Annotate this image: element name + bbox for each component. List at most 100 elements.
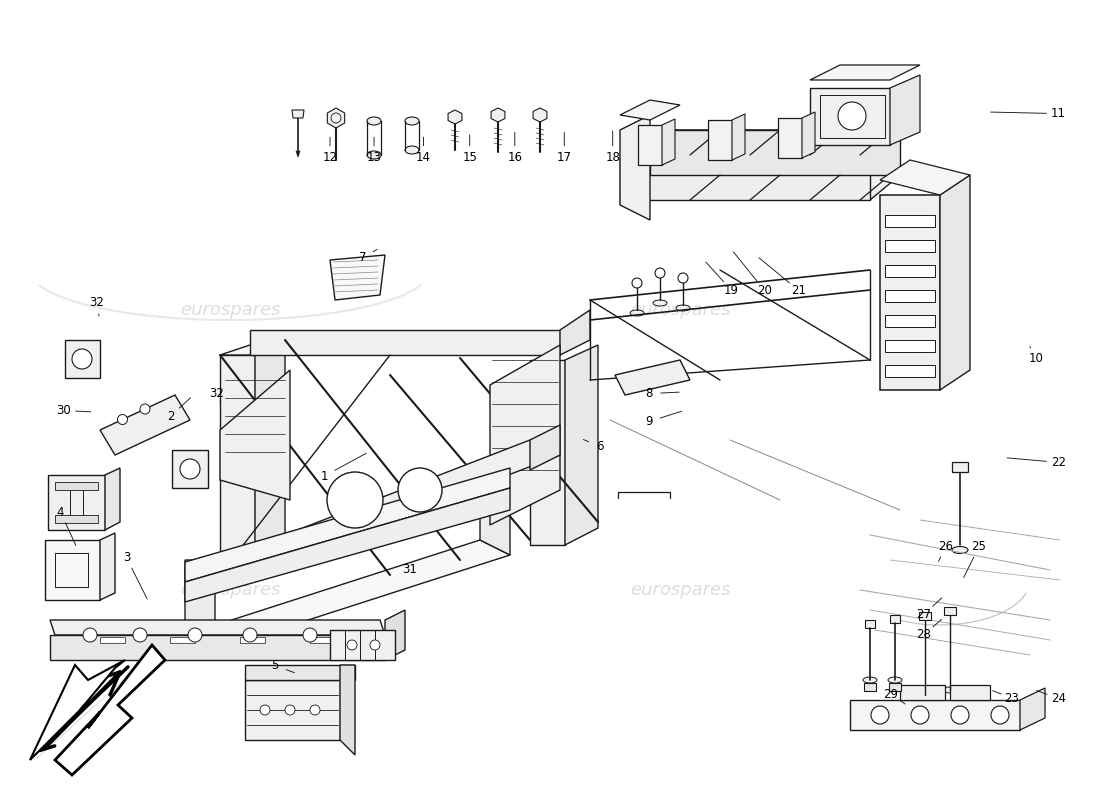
Circle shape <box>180 459 200 479</box>
Text: 18: 18 <box>605 151 620 164</box>
Polygon shape <box>890 75 920 145</box>
Text: 3: 3 <box>123 551 130 564</box>
Circle shape <box>260 705 270 715</box>
Polygon shape <box>950 685 990 700</box>
Text: 24: 24 <box>1050 692 1066 705</box>
Polygon shape <box>918 612 931 620</box>
Polygon shape <box>620 100 680 120</box>
Ellipse shape <box>630 310 644 316</box>
Circle shape <box>118 414 128 425</box>
Text: 21: 21 <box>791 284 806 297</box>
Text: 15: 15 <box>462 151 477 164</box>
Ellipse shape <box>367 151 381 159</box>
Polygon shape <box>886 240 935 252</box>
Text: 2: 2 <box>167 410 174 422</box>
Ellipse shape <box>653 300 667 306</box>
Circle shape <box>140 404 150 414</box>
Ellipse shape <box>888 677 902 683</box>
Polygon shape <box>810 65 920 80</box>
Ellipse shape <box>676 305 690 311</box>
Polygon shape <box>330 255 385 300</box>
Circle shape <box>370 640 379 650</box>
Polygon shape <box>802 112 815 158</box>
Ellipse shape <box>405 146 419 154</box>
Text: eurospares: eurospares <box>179 581 280 599</box>
Polygon shape <box>620 115 650 220</box>
Polygon shape <box>100 533 116 600</box>
Polygon shape <box>886 315 935 327</box>
Text: 30: 30 <box>56 404 72 417</box>
Polygon shape <box>650 130 900 175</box>
Polygon shape <box>890 615 900 623</box>
Polygon shape <box>214 465 510 575</box>
Circle shape <box>346 640 358 650</box>
Polygon shape <box>886 340 935 352</box>
Polygon shape <box>620 130 900 155</box>
Circle shape <box>302 628 317 642</box>
Circle shape <box>398 468 442 512</box>
Text: 20: 20 <box>757 284 772 297</box>
Polygon shape <box>385 610 405 660</box>
Polygon shape <box>220 440 560 575</box>
Text: 5: 5 <box>272 659 278 672</box>
Polygon shape <box>952 462 968 472</box>
Polygon shape <box>940 175 970 390</box>
Text: 17: 17 <box>557 151 572 164</box>
Polygon shape <box>50 635 385 660</box>
Text: 13: 13 <box>366 151 382 164</box>
Text: 12: 12 <box>322 151 338 164</box>
Polygon shape <box>185 468 510 582</box>
Ellipse shape <box>918 692 932 698</box>
Polygon shape <box>865 620 874 628</box>
Polygon shape <box>245 665 355 680</box>
Polygon shape <box>880 160 970 195</box>
Circle shape <box>82 628 97 642</box>
Polygon shape <box>534 108 547 122</box>
Polygon shape <box>615 360 690 395</box>
Circle shape <box>838 102 866 130</box>
Text: 27: 27 <box>916 608 932 621</box>
Polygon shape <box>708 120 732 160</box>
Text: eurospares: eurospares <box>629 581 730 599</box>
Circle shape <box>285 705 295 715</box>
Polygon shape <box>448 110 462 124</box>
Polygon shape <box>565 345 598 545</box>
Text: 31: 31 <box>402 563 417 576</box>
Text: 19: 19 <box>724 284 739 297</box>
Polygon shape <box>185 488 510 602</box>
Text: 10: 10 <box>1028 352 1044 365</box>
Polygon shape <box>530 425 560 470</box>
Circle shape <box>678 273 688 283</box>
Polygon shape <box>850 700 1020 730</box>
Text: 8: 8 <box>646 387 652 400</box>
Text: 4: 4 <box>57 506 64 518</box>
Circle shape <box>871 706 889 724</box>
Text: eurospares: eurospares <box>629 301 730 319</box>
Polygon shape <box>104 468 120 530</box>
Polygon shape <box>886 265 935 277</box>
Polygon shape <box>886 365 935 377</box>
Circle shape <box>188 628 202 642</box>
Text: 29: 29 <box>883 688 899 701</box>
Text: 6: 6 <box>596 440 603 453</box>
Polygon shape <box>100 637 125 643</box>
Text: 32: 32 <box>89 296 104 309</box>
Polygon shape <box>530 360 565 545</box>
Polygon shape <box>340 665 355 755</box>
Polygon shape <box>172 450 208 488</box>
Text: 16: 16 <box>507 151 522 164</box>
Polygon shape <box>886 215 935 227</box>
Polygon shape <box>810 88 890 145</box>
Polygon shape <box>889 683 901 691</box>
Polygon shape <box>732 114 745 160</box>
Polygon shape <box>240 637 265 643</box>
Polygon shape <box>944 607 956 615</box>
Text: 28: 28 <box>916 628 932 641</box>
Polygon shape <box>662 119 675 165</box>
Text: 1: 1 <box>321 470 328 482</box>
Polygon shape <box>100 395 190 455</box>
Polygon shape <box>55 645 165 775</box>
Polygon shape <box>886 290 935 302</box>
Ellipse shape <box>367 117 381 125</box>
Polygon shape <box>491 108 505 122</box>
